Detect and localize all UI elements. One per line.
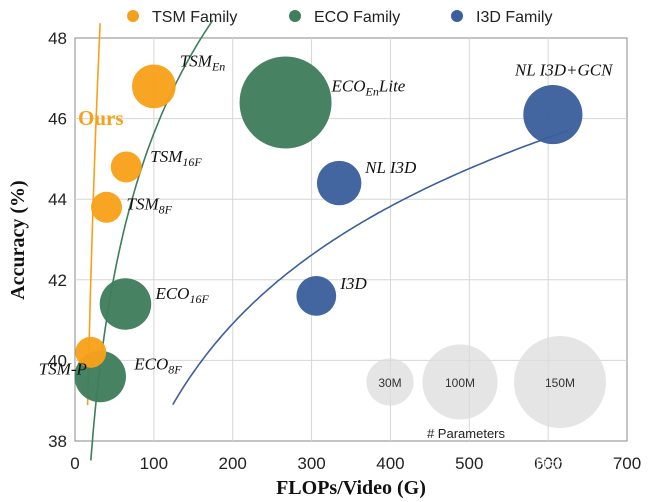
i3d-trend [172, 130, 569, 406]
point-label-nl-i3d: NL I3D [364, 158, 417, 177]
legend: TSM Family ECO Family I3D Family [127, 9, 552, 26]
point-label-tsm-en: TSMEn [180, 51, 225, 73]
bubble-nl-i3d-gcn [523, 84, 583, 145]
bubble-i3d [296, 276, 337, 316]
legend-marker-eco [289, 10, 301, 22]
point-label-eco-16f: ECO16F [154, 284, 209, 306]
size-legend-bubble-150m [514, 336, 606, 428]
x-tick-label: 500 [455, 454, 483, 473]
y-tick-label: 42 [48, 271, 67, 290]
y-axis-title: Accuracy (%) [7, 180, 29, 299]
legend-label-eco: ECO Family [314, 9, 400, 26]
bubble-tsm-en [131, 64, 176, 109]
x-tick-label: 600 [534, 454, 562, 473]
x-tick-label: 700 [613, 454, 641, 473]
watermark: 知乎 @Fisher Yu [482, 455, 606, 474]
y-tick-label: 40 [48, 351, 67, 370]
point-label-nl-i3d-gcn: NL I3D+GCN [514, 61, 614, 80]
point-label-eco-en-lite: ECOEnLite [331, 76, 406, 98]
x-axis-title: FLOPs/Video (G) [276, 477, 426, 499]
y-tick-label: 44 [48, 190, 67, 209]
bubble-eco-en-lite [239, 56, 332, 149]
point-label-tsm-16f: TSM16F [150, 147, 202, 169]
size-legend-bubble-30m [366, 358, 414, 406]
point-label-eco-8f: ECO8F [133, 355, 182, 377]
axis-ticks: 38 40 42 44 46 48 0 100 200 300 400 500 600 700 [48, 29, 641, 473]
legend-label-i3d: I3D Family [476, 9, 552, 26]
legend-marker-i3d [451, 10, 463, 22]
ours-callout: Ours [78, 106, 124, 130]
size-legend-label-150m: 150M [545, 376, 575, 390]
point-labels: TSM-P TSM8F TSM16F TSMEn ECO8F ECO16F ECOEnLit… [39, 51, 614, 378]
x-tick-label: 300 [297, 454, 325, 473]
legend-label-tsm: TSM Family [152, 9, 237, 26]
bubble-tsm-p [75, 336, 107, 368]
bubbles [74, 56, 583, 403]
bubble-tsm-8f [91, 191, 123, 223]
legend-marker-tsm [127, 10, 139, 22]
size-legend-bubble-100m [422, 344, 498, 420]
x-tick-label: 0 [70, 454, 79, 473]
y-tick-label: 48 [48, 29, 67, 48]
bubble-nl-i3d [316, 160, 362, 206]
y-tick-label: 38 [48, 432, 67, 451]
x-tick-label: 100 [140, 454, 168, 473]
size-legend: 30M 100M 150M [366, 336, 606, 428]
bubble-tsm-16f [110, 151, 142, 183]
point-label-tsm-p: TSM-P [39, 359, 87, 378]
point-label-tsm-8f: TSM8F [127, 194, 173, 216]
x-tick-label: 400 [376, 454, 404, 473]
bubble-eco-16f [99, 278, 152, 330]
point-label-i3d: I3D [339, 274, 367, 293]
size-legend-title: # Parameters [427, 426, 506, 441]
size-legend-label-100m: 100M [445, 376, 475, 390]
y-tick-label: 46 [48, 110, 67, 129]
x-tick-label: 200 [219, 454, 247, 473]
tsm-trend [86, 23, 101, 406]
size-legend-label-30m: 30M [378, 376, 401, 390]
